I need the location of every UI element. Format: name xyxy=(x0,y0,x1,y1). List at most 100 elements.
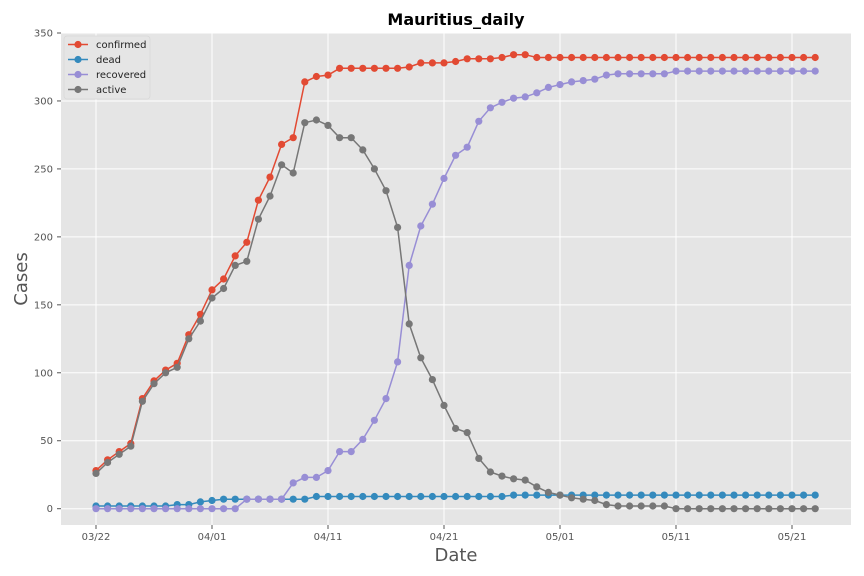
data-point-dead xyxy=(649,491,657,499)
data-point-confirmed xyxy=(602,53,611,62)
y-tick-label: 100 xyxy=(34,368,53,379)
data-point-confirmed xyxy=(312,72,320,81)
legend-label: dead xyxy=(96,55,121,66)
data-point-dead xyxy=(428,492,436,501)
data-point-confirmed xyxy=(336,64,344,72)
data-point-recovered xyxy=(568,78,576,86)
data-point-confirmed xyxy=(765,53,773,62)
data-point-dead xyxy=(742,491,750,499)
data-point-recovered xyxy=(718,67,727,75)
data-point-confirmed xyxy=(289,134,297,142)
data-point-active xyxy=(185,335,193,343)
data-point-dead xyxy=(707,491,715,499)
data-point-active xyxy=(336,134,344,142)
data-point-confirmed xyxy=(347,64,355,72)
data-point-recovered xyxy=(614,70,622,78)
data-point-active xyxy=(463,429,471,437)
data-point-confirmed xyxy=(301,78,309,86)
data-point-dead xyxy=(440,492,448,501)
data-point-active xyxy=(127,442,135,450)
data-point-recovered xyxy=(359,435,367,443)
series xyxy=(92,51,819,513)
y-tick-label: 350 xyxy=(34,29,53,40)
data-point-active xyxy=(289,169,297,177)
data-point-recovered xyxy=(370,416,378,424)
data-point-recovered xyxy=(347,448,355,456)
data-point-dead xyxy=(347,492,355,501)
data-point-dead xyxy=(324,492,332,501)
data-point-active xyxy=(614,502,622,510)
data-point-recovered xyxy=(533,89,541,97)
data-point-active xyxy=(312,116,320,124)
data-point-recovered xyxy=(162,505,170,513)
data-point-confirmed xyxy=(753,53,761,62)
data-point-dead xyxy=(776,491,785,499)
data-point-confirmed xyxy=(776,53,785,62)
data-point-active xyxy=(208,294,216,302)
data-point-recovered xyxy=(266,495,274,503)
x-tick-label: 05/01 xyxy=(546,532,575,543)
x-axis: 03/22 04/01 04/11 04/21 05/01 05/11 05/21 xyxy=(82,525,807,543)
data-point-active xyxy=(730,505,738,513)
data-point-active xyxy=(196,317,204,325)
data-point-active xyxy=(742,505,750,513)
data-point-confirmed xyxy=(394,64,402,72)
data-point-recovered xyxy=(742,67,750,75)
data-point-recovered xyxy=(591,75,599,83)
data-point-dead xyxy=(498,492,506,501)
legend-label: recovered xyxy=(96,70,146,81)
data-point-confirmed xyxy=(452,57,460,66)
legend-swatch-marker xyxy=(74,40,82,49)
x-tick-label: 04/01 xyxy=(198,532,227,543)
chart-title: Mauritius_daily xyxy=(387,10,525,29)
data-point-active xyxy=(394,223,402,231)
data-point-dead xyxy=(614,491,622,499)
data-point-active xyxy=(637,502,645,510)
legend-item-dead: dead xyxy=(68,55,121,66)
data-point-confirmed xyxy=(475,55,483,63)
data-point-recovered xyxy=(405,261,413,269)
data-point-dead xyxy=(626,491,634,499)
data-point-active xyxy=(115,450,123,458)
data-point-dead xyxy=(370,492,378,501)
data-point-active xyxy=(359,146,367,154)
data-point-dead xyxy=(452,492,460,501)
x-tick-label: 05/21 xyxy=(778,532,807,543)
y-tick-label: 150 xyxy=(34,300,53,311)
data-point-active xyxy=(695,505,703,513)
data-point-dead xyxy=(486,492,494,501)
data-point-active xyxy=(568,494,576,502)
data-point-confirmed xyxy=(568,53,576,62)
data-point-recovered xyxy=(220,505,228,513)
data-point-confirmed xyxy=(254,196,262,204)
data-point-confirmed xyxy=(626,53,634,62)
data-point-confirmed xyxy=(811,53,819,62)
data-point-confirmed xyxy=(660,53,669,62)
data-point-recovered xyxy=(579,77,587,85)
data-point-confirmed xyxy=(695,53,703,62)
data-point-recovered xyxy=(672,67,680,75)
data-point-recovered xyxy=(800,67,808,75)
data-point-confirmed xyxy=(533,53,541,62)
series-recovered xyxy=(92,67,819,513)
data-point-confirmed xyxy=(521,51,529,59)
data-point-recovered xyxy=(509,94,518,102)
data-point-recovered xyxy=(811,67,819,75)
legend-item-confirmed: confirmed xyxy=(68,40,146,51)
data-point-dead xyxy=(312,492,320,501)
data-point-confirmed xyxy=(672,53,680,62)
data-point-active xyxy=(301,119,309,127)
data-point-recovered xyxy=(185,505,193,513)
data-point-recovered xyxy=(104,505,112,513)
data-point-confirmed xyxy=(707,53,715,62)
data-point-active xyxy=(243,257,251,265)
data-point-active xyxy=(649,502,657,510)
data-point-recovered xyxy=(312,473,320,481)
data-point-dead xyxy=(672,491,680,499)
data-point-confirmed xyxy=(266,173,274,181)
data-point-recovered xyxy=(115,505,123,513)
data-point-active xyxy=(800,505,808,513)
data-point-recovered xyxy=(243,495,251,503)
data-point-active xyxy=(104,458,112,467)
data-point-recovered xyxy=(475,117,483,125)
